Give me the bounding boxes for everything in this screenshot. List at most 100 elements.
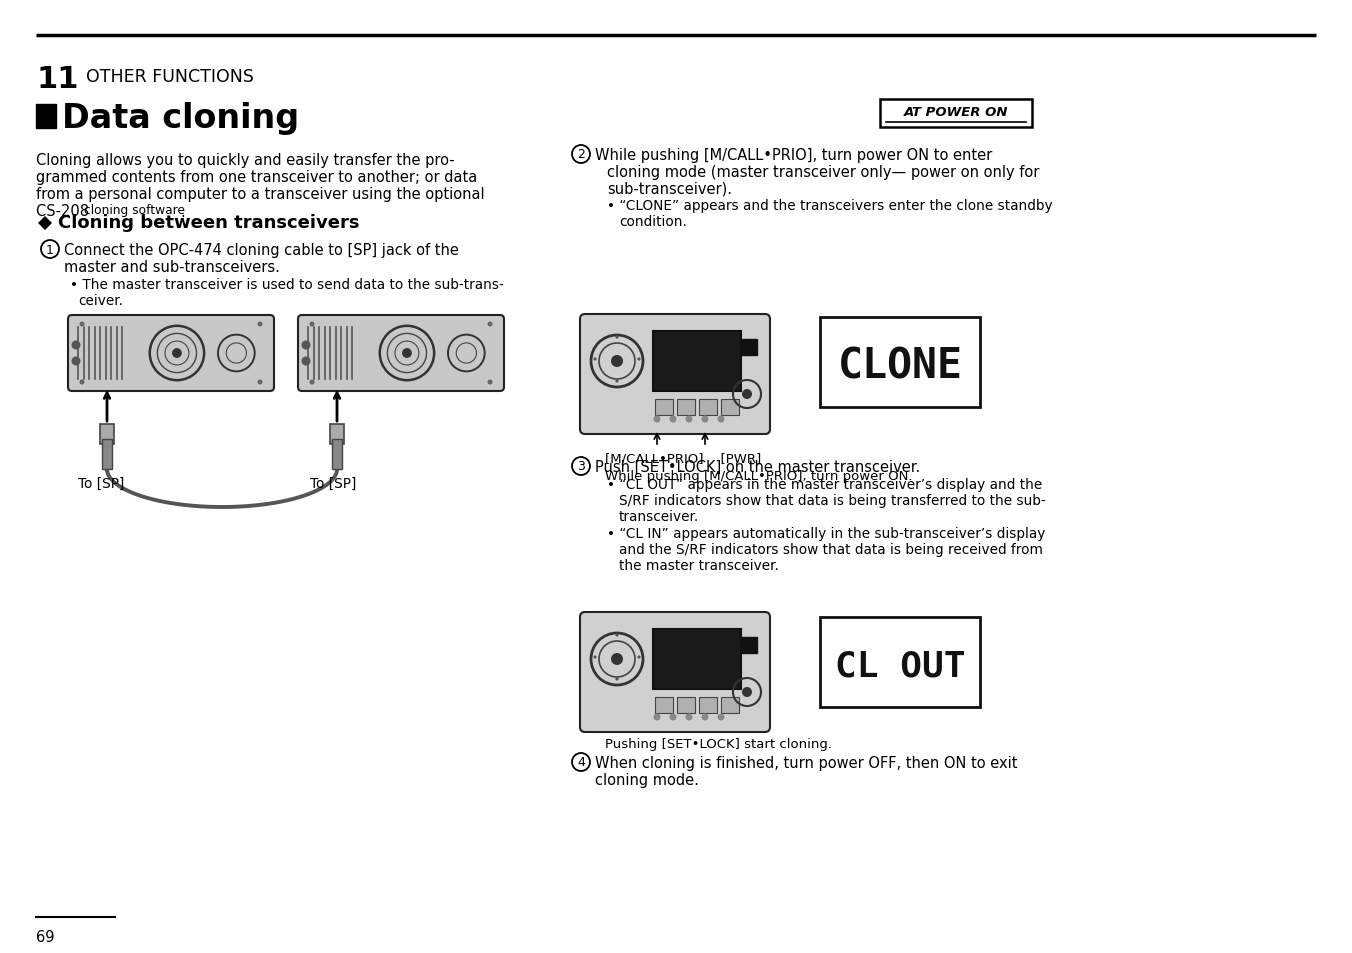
Text: S/RF indicators show that data is being transferred to the sub-: S/RF indicators show that data is being … xyxy=(619,494,1045,507)
Bar xyxy=(821,317,980,408)
Text: 2: 2 xyxy=(577,149,585,161)
Bar xyxy=(677,399,695,416)
Text: .: . xyxy=(180,205,185,220)
Circle shape xyxy=(718,416,725,423)
Text: • “CLONE” appears and the transceivers enter the clone standby: • “CLONE” appears and the transceivers e… xyxy=(607,199,1053,213)
Bar xyxy=(653,332,741,392)
Circle shape xyxy=(172,349,181,358)
Circle shape xyxy=(653,714,661,720)
Text: To [SP]: To [SP] xyxy=(310,476,357,491)
Bar xyxy=(654,399,673,416)
Circle shape xyxy=(685,416,692,423)
Text: CS-208: CS-208 xyxy=(37,204,93,219)
Circle shape xyxy=(257,380,262,385)
Circle shape xyxy=(685,714,692,720)
Bar xyxy=(653,629,741,689)
Circle shape xyxy=(702,416,708,423)
Text: AT POWER ON: AT POWER ON xyxy=(903,106,1009,119)
Text: 69: 69 xyxy=(37,929,54,944)
Circle shape xyxy=(669,714,676,720)
Text: cloning software: cloning software xyxy=(84,204,185,216)
Circle shape xyxy=(80,380,84,385)
Text: and the S/RF indicators show that data is being received from: and the S/RF indicators show that data i… xyxy=(619,542,1042,557)
Bar xyxy=(100,424,114,444)
Text: sub-transceiver).: sub-transceiver). xyxy=(607,182,731,196)
Text: CL OUT: CL OUT xyxy=(834,649,965,683)
FancyBboxPatch shape xyxy=(297,315,504,392)
Circle shape xyxy=(80,322,84,327)
Text: Cloning between transceivers: Cloning between transceivers xyxy=(58,213,360,232)
Text: Pushing [SET•LOCK] start cloning.: Pushing [SET•LOCK] start cloning. xyxy=(604,738,831,750)
Circle shape xyxy=(653,416,661,423)
Bar xyxy=(330,424,343,444)
Text: from a personal computer to a transceiver using the optional: from a personal computer to a transceive… xyxy=(37,187,484,202)
Text: the master transceiver.: the master transceiver. xyxy=(619,558,779,573)
Bar xyxy=(741,638,757,654)
Polygon shape xyxy=(615,678,619,681)
Text: condition.: condition. xyxy=(619,214,687,229)
FancyBboxPatch shape xyxy=(68,315,274,392)
Text: When cloning is finished, turn power OFF, then ON to exit: When cloning is finished, turn power OFF… xyxy=(595,755,1018,770)
Text: 1: 1 xyxy=(46,243,54,256)
Bar xyxy=(880,100,1032,128)
Circle shape xyxy=(742,687,752,698)
Bar xyxy=(699,698,717,713)
Text: Connect the OPC-474 cloning cable to [SP] jack of the: Connect the OPC-474 cloning cable to [SP… xyxy=(64,243,458,257)
Bar xyxy=(721,698,740,713)
Text: • The master transceiver is used to send data to the sub-trans-: • The master transceiver is used to send… xyxy=(70,277,504,292)
Text: OTHER FUNCTIONS: OTHER FUNCTIONS xyxy=(87,68,254,86)
Circle shape xyxy=(301,357,311,366)
Circle shape xyxy=(611,355,623,368)
Text: transceiver.: transceiver. xyxy=(619,510,699,523)
FancyBboxPatch shape xyxy=(580,613,771,732)
Text: cloning mode (master transceiver only— power on only for: cloning mode (master transceiver only— p… xyxy=(607,165,1040,180)
Bar xyxy=(101,439,112,470)
Circle shape xyxy=(402,349,412,358)
Polygon shape xyxy=(594,656,598,659)
Text: Push [SET•LOCK] on the master transceiver.: Push [SET•LOCK] on the master transceive… xyxy=(595,459,921,475)
Bar xyxy=(654,698,673,713)
Polygon shape xyxy=(615,379,619,384)
FancyBboxPatch shape xyxy=(580,314,771,435)
Circle shape xyxy=(702,714,708,720)
Text: cloning mode.: cloning mode. xyxy=(595,772,699,787)
Bar xyxy=(677,698,695,713)
Circle shape xyxy=(72,341,81,350)
Circle shape xyxy=(310,380,315,385)
Circle shape xyxy=(488,380,492,385)
Text: Data cloning: Data cloning xyxy=(62,102,299,135)
Polygon shape xyxy=(637,656,641,659)
Text: To [SP]: To [SP] xyxy=(78,476,124,491)
Polygon shape xyxy=(594,357,598,361)
Text: While pushing [M/CALL•PRIO], turn power ON to enter: While pushing [M/CALL•PRIO], turn power … xyxy=(595,148,992,163)
Text: [M/CALL•PRIO]    [PWR]: [M/CALL•PRIO] [PWR] xyxy=(604,453,761,465)
Polygon shape xyxy=(637,357,641,361)
Circle shape xyxy=(488,322,492,327)
Circle shape xyxy=(310,322,315,327)
Text: ceiver.: ceiver. xyxy=(78,294,123,308)
Text: While pushing [M/CALL•PRIO], turn power ON.: While pushing [M/CALL•PRIO], turn power … xyxy=(604,470,913,482)
Bar xyxy=(333,439,342,470)
Circle shape xyxy=(72,357,81,366)
Circle shape xyxy=(742,390,752,399)
Bar xyxy=(741,339,757,355)
Text: master and sub-transceivers.: master and sub-transceivers. xyxy=(64,260,280,274)
Text: 3: 3 xyxy=(577,460,585,473)
Text: CLONE: CLONE xyxy=(837,346,963,388)
Polygon shape xyxy=(615,634,619,638)
Circle shape xyxy=(611,654,623,665)
Text: 4: 4 xyxy=(577,756,585,769)
Circle shape xyxy=(301,341,311,350)
Circle shape xyxy=(669,416,676,423)
Text: Cloning allows you to quickly and easily transfer the pro-: Cloning allows you to quickly and easily… xyxy=(37,152,454,168)
Polygon shape xyxy=(38,216,51,231)
Text: • “CL OUT” appears in the master transceiver’s display and the: • “CL OUT” appears in the master transce… xyxy=(607,477,1042,492)
Polygon shape xyxy=(615,335,619,339)
Bar xyxy=(699,399,717,416)
Text: 11: 11 xyxy=(37,65,78,94)
Circle shape xyxy=(257,322,262,327)
Bar xyxy=(721,399,740,416)
Circle shape xyxy=(718,714,725,720)
Text: grammed contents from one transceiver to another; or data: grammed contents from one transceiver to… xyxy=(37,170,477,185)
Bar xyxy=(821,618,980,707)
